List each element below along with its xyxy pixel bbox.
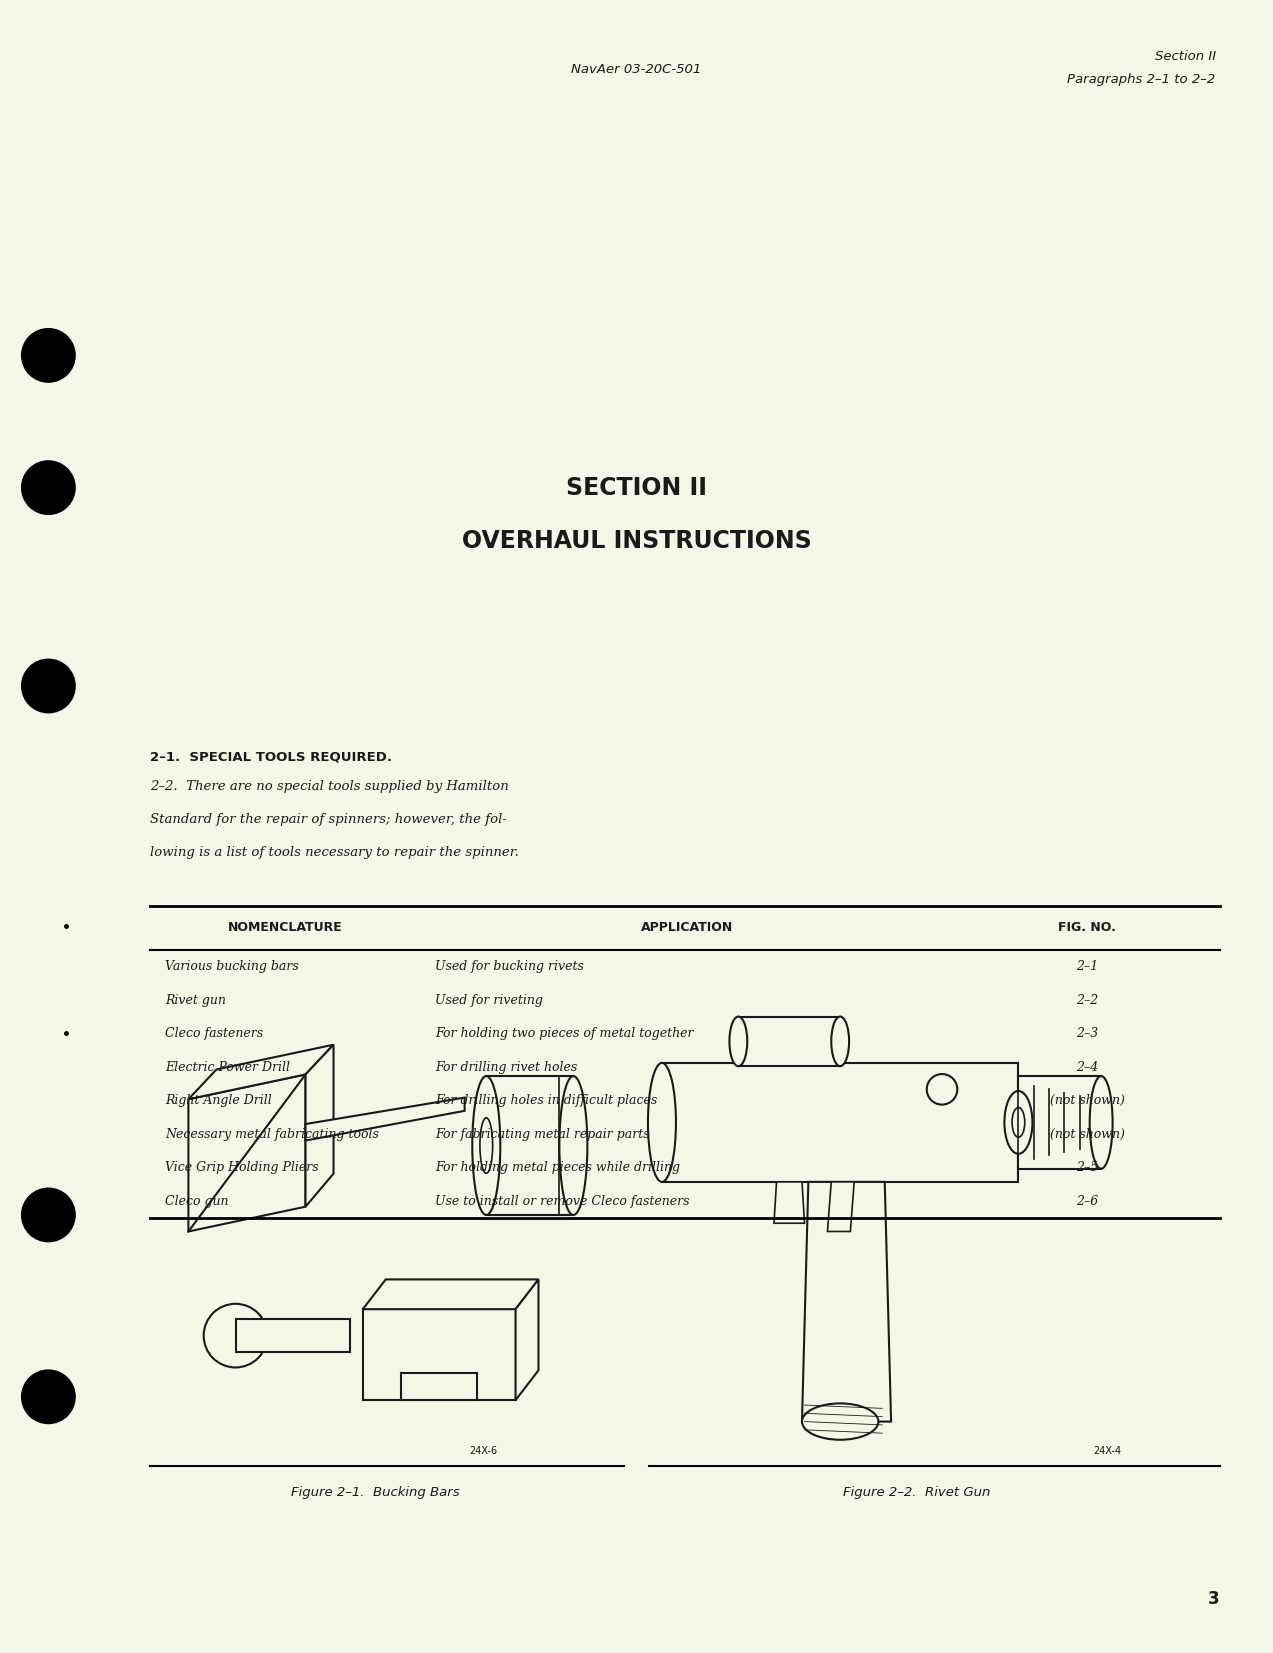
Text: OVERHAUL INSTRUCTIONS: OVERHAUL INSTRUCTIONS [462,529,811,554]
Text: 2–1.  SPECIAL TOOLS REQUIRED.: 2–1. SPECIAL TOOLS REQUIRED. [150,750,392,764]
Text: 2–6: 2–6 [1076,1195,1099,1208]
Ellipse shape [559,1076,587,1215]
Text: 2–3: 2–3 [1076,1027,1099,1040]
Bar [662,1063,1018,1182]
Text: Figure 2–1.  Bucking Bars: Figure 2–1. Bucking Bars [292,1486,460,1499]
Text: 3: 3 [1208,1590,1220,1608]
Ellipse shape [648,1063,676,1182]
Circle shape [204,1304,267,1367]
Text: Rivet gun: Rivet gun [165,993,227,1007]
Text: APPLICATION: APPLICATION [642,921,733,934]
Text: Section II: Section II [1155,50,1216,63]
Text: 2–2.  There are no special tools supplied by Hamilton: 2–2. There are no special tools supplied… [150,780,509,793]
Text: Vice Grip Holding Pliers: Vice Grip Holding Pliers [165,1162,320,1174]
Text: NavAer 03-20C-501: NavAer 03-20C-501 [572,63,701,76]
Ellipse shape [480,1117,493,1174]
Ellipse shape [1090,1076,1113,1169]
Text: Right Angle Drill: Right Angle Drill [165,1094,272,1108]
Text: Necessary metal fabricating tools: Necessary metal fabricating tools [165,1127,379,1141]
Text: 24X-6: 24X-6 [470,1446,498,1456]
Ellipse shape [729,1017,747,1066]
Text: NOMENCLATURE: NOMENCLATURE [228,921,342,934]
Text: 24X-4: 24X-4 [1094,1446,1122,1456]
Text: Figure 2–2.  Rivet Gun: Figure 2–2. Rivet Gun [843,1486,990,1499]
Polygon shape [802,1182,891,1422]
Bar [363,1309,516,1400]
Polygon shape [363,1279,538,1309]
Text: lowing is a list of tools necessary to repair the spinner.: lowing is a list of tools necessary to r… [150,846,519,860]
Circle shape [22,1189,75,1241]
Text: Electric Power Drill: Electric Power Drill [165,1061,290,1074]
Polygon shape [188,1074,306,1231]
Text: SECTION II: SECTION II [566,476,707,501]
Text: Used for bucking rivets: Used for bucking rivets [435,960,584,974]
Bar [236,1319,350,1352]
Text: For holding two pieces of metal together: For holding two pieces of metal together [435,1027,694,1040]
Ellipse shape [831,1017,849,1066]
Text: Cleco gun: Cleco gun [165,1195,229,1208]
Circle shape [22,461,75,514]
Text: Paragraphs 2–1 to 2–2: Paragraphs 2–1 to 2–2 [1068,73,1216,86]
Text: Cleco fasteners: Cleco fasteners [165,1027,264,1040]
Text: (not shown): (not shown) [1050,1094,1124,1108]
Text: 2–5: 2–5 [1076,1162,1099,1174]
Text: FIG. NO.: FIG. NO. [1058,921,1116,934]
Bar [738,1017,840,1066]
Ellipse shape [1004,1091,1032,1154]
Bar [486,1076,573,1215]
Polygon shape [306,1098,465,1141]
Polygon shape [306,1045,334,1207]
Polygon shape [774,1182,805,1223]
Text: Standard for the repair of spinners; however, the fol-: Standard for the repair of spinners; how… [150,813,507,826]
Bar [1018,1076,1101,1169]
Circle shape [22,1370,75,1423]
Text: 2–2: 2–2 [1076,993,1099,1007]
Text: 2–4: 2–4 [1076,1061,1099,1074]
Polygon shape [401,1372,477,1400]
Ellipse shape [1012,1108,1025,1137]
Text: For fabricating metal repair parts: For fabricating metal repair parts [435,1127,651,1141]
Ellipse shape [802,1403,878,1440]
Circle shape [22,660,75,712]
Text: (not shown): (not shown) [1050,1127,1124,1141]
Text: Used for riveting: Used for riveting [435,993,544,1007]
Text: Various bucking bars: Various bucking bars [165,960,299,974]
Text: For drilling holes in difficult places: For drilling holes in difficult places [435,1094,658,1108]
Text: For holding metal pieces while drilling: For holding metal pieces while drilling [435,1162,680,1174]
Text: For drilling rivet holes: For drilling rivet holes [435,1061,578,1074]
Polygon shape [188,1045,334,1099]
Circle shape [927,1074,957,1104]
Ellipse shape [472,1076,500,1215]
Polygon shape [827,1182,854,1231]
Circle shape [22,329,75,382]
Text: 2–1: 2–1 [1076,960,1099,974]
Text: Use to install or remove Cleco fasteners: Use to install or remove Cleco fasteners [435,1195,690,1208]
Polygon shape [516,1279,538,1400]
